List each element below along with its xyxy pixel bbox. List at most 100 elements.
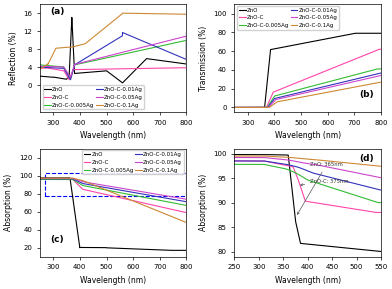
ZnO-C-0.1Ag xyxy=(45,176,50,180)
ZnO-C-0.005Ag xyxy=(45,178,50,181)
ZnO xyxy=(166,249,171,252)
ZnO-C-0.005Ag xyxy=(38,178,42,181)
ZnO-C xyxy=(183,211,188,214)
ZnO-C-0.1Ag xyxy=(379,80,383,84)
ZnO-C-0.005Ag xyxy=(379,67,383,71)
ZnO-C-0.01Ag xyxy=(38,177,42,181)
Text: (b): (b) xyxy=(359,90,374,99)
ZnO-C xyxy=(153,66,158,70)
ZnO-C xyxy=(45,66,50,70)
ZnO xyxy=(352,32,357,35)
Line: ZnO-C-0.01Ag: ZnO-C-0.01Ag xyxy=(40,32,187,80)
Line: ZnO-C-0.05Ag: ZnO-C-0.05Ag xyxy=(234,75,381,108)
ZnO-C-0.05Ag xyxy=(105,184,110,188)
ZnO-C-0.05Ag xyxy=(45,177,50,180)
ZnO-C-0.005Ag xyxy=(375,67,379,71)
ZnO-C-0.005Ag xyxy=(184,204,189,207)
ZnO-C-0.05Ag xyxy=(153,42,158,46)
ZnO-C-0.005Ag xyxy=(109,189,114,193)
ZnO xyxy=(184,249,189,252)
ZnO-C-0.005Ag xyxy=(374,67,379,71)
Line: ZnO-C: ZnO-C xyxy=(40,179,187,212)
ZnO-C-0.005Ag xyxy=(180,40,185,43)
ZnO-C xyxy=(180,210,185,214)
Text: (c): (c) xyxy=(50,235,64,244)
ZnO-C-0.1Ag xyxy=(378,80,383,84)
Text: (d): (d) xyxy=(359,154,374,163)
ZnO-C-0.05Ag xyxy=(38,64,42,68)
Legend: ZnO, ZnO-C, ZnO-C-0.005Ag, ZnO-C-0.01Ag, ZnO-C-0.05Ag, ZnO-C-0.1Ag: ZnO, ZnO-C, ZnO-C-0.005Ag, ZnO-C-0.01Ag,… xyxy=(82,150,184,174)
X-axis label: Wavelength (nm): Wavelength (nm) xyxy=(80,276,146,285)
ZnO-C xyxy=(377,47,381,51)
ZnO-C-0.1Ag xyxy=(184,221,189,224)
ZnO-C-0.05Ag xyxy=(374,75,379,78)
ZnO-C-0.01Ag xyxy=(299,90,304,94)
ZnO-C-0.05Ag xyxy=(45,65,50,68)
ZnO-C-0.05Ag xyxy=(105,54,110,58)
ZnO-C xyxy=(232,106,237,109)
ZnO-C-0.005Ag xyxy=(180,40,185,43)
ZnO xyxy=(379,32,383,35)
ZnO-C xyxy=(240,106,244,109)
ZnO-C-0.005Ag xyxy=(68,77,73,80)
ZnO-C-0.05Ag xyxy=(68,75,73,79)
ZnO-C-0.005Ag xyxy=(109,55,114,59)
Line: ZnO-C-0.01Ag: ZnO-C-0.01Ag xyxy=(40,179,187,202)
ZnO-C xyxy=(184,66,189,69)
ZnO-C-0.01Ag xyxy=(105,43,110,47)
Line: ZnO-C-0.1Ag: ZnO-C-0.1Ag xyxy=(40,13,187,69)
Y-axis label: Absorption (%): Absorption (%) xyxy=(199,174,208,231)
ZnO-C-0.1Ag xyxy=(303,95,308,98)
ZnO-C-0.05Ag xyxy=(180,197,185,200)
ZnO-C-0.01Ag xyxy=(180,199,185,203)
ZnO-C-0.005Ag xyxy=(184,63,189,67)
ZnO xyxy=(303,41,308,45)
ZnO-C-0.05Ag xyxy=(184,63,189,66)
ZnO-C-0.05Ag xyxy=(232,106,237,109)
ZnO xyxy=(180,249,185,252)
ZnO-C-0.1Ag xyxy=(184,12,189,15)
ZnO-C-0.05Ag xyxy=(109,185,114,188)
ZnO-C-0.1Ag xyxy=(180,219,185,223)
Legend: ZnO, ZnO-C, ZnO-C-0.005Ag, ZnO-C-0.01Ag, ZnO-C-0.05Ag, ZnO-C-0.1Ag: ZnO, ZnO-C, ZnO-C-0.005Ag, ZnO-C-0.01Ag,… xyxy=(237,6,339,30)
ZnO xyxy=(180,62,185,65)
ZnO-C xyxy=(299,79,304,82)
ZnO-C-0.01Ag xyxy=(45,66,50,69)
ZnO-C-0.05Ag xyxy=(109,53,114,57)
ZnO-C xyxy=(153,204,158,208)
ZnO-C-0.1Ag xyxy=(374,81,379,85)
ZnO xyxy=(153,58,158,62)
ZnO-C-0.005Ag xyxy=(240,106,244,109)
ZnO-C-0.01Ag xyxy=(184,200,189,203)
ZnO-C-0.005Ag xyxy=(232,106,237,109)
Y-axis label: Absorption (%): Absorption (%) xyxy=(4,174,13,231)
Text: ZnO-C: 375nm: ZnO-C: 375nm xyxy=(301,179,349,186)
ZnO-C-0.05Ag xyxy=(348,81,352,84)
ZnO-C-0.05Ag xyxy=(38,177,42,180)
ZnO-C-0.1Ag xyxy=(232,106,237,109)
ZnO-C-0.01Ag xyxy=(109,41,114,44)
ZnO-C-0.005Ag xyxy=(348,74,352,78)
ZnO-C-0.1Ag xyxy=(45,63,50,66)
ZnO-C-0.01Ag xyxy=(240,106,244,109)
ZnO-C-0.01Ag xyxy=(45,177,50,181)
Y-axis label: Transmission (%): Transmission (%) xyxy=(199,25,208,91)
ZnO-C-0.005Ag xyxy=(153,198,158,201)
ZnO-C xyxy=(374,49,379,52)
X-axis label: Wavelength (nm): Wavelength (nm) xyxy=(80,131,146,140)
ZnO-C xyxy=(105,193,110,197)
ZnO xyxy=(38,176,42,180)
ZnO-C-0.05Ag xyxy=(153,192,158,196)
ZnO-C xyxy=(109,67,114,71)
ZnO-C xyxy=(348,59,352,63)
ZnO-C-0.05Ag xyxy=(180,36,185,39)
ZnO-C-0.1Ag xyxy=(105,189,110,192)
Legend: ZnO, ZnO-C, ZnO-C-0.005Ag, ZnO-C-0.01Ag, ZnO-C-0.05Ag, ZnO-C-0.1Ag: ZnO, ZnO-C, ZnO-C-0.005Ag, ZnO-C-0.01Ag,… xyxy=(43,86,144,109)
ZnO-C-0.05Ag xyxy=(303,91,308,95)
Line: ZnO-C-0.05Ag: ZnO-C-0.05Ag xyxy=(40,36,187,77)
ZnO xyxy=(109,246,114,250)
ZnO-C-0.005Ag xyxy=(180,203,185,206)
ZnO-C-0.1Ag xyxy=(299,95,304,99)
ZnO xyxy=(45,176,50,180)
ZnO-C-0.01Ag xyxy=(374,72,379,76)
